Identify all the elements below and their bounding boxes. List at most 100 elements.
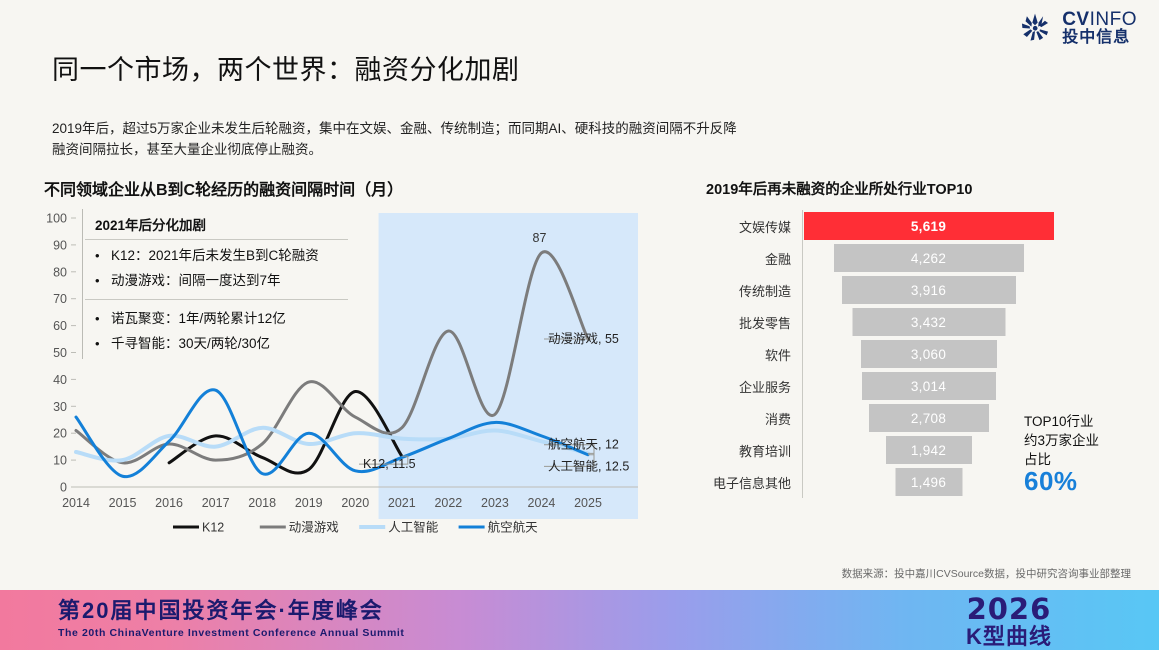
x-tick-label: 2020 <box>341 496 369 510</box>
funnel-category-label: 金融 <box>764 251 791 267</box>
callout-item-text: 千寻智能：30天/两轮/30亿 <box>111 336 271 351</box>
x-tick-label: 2018 <box>248 496 276 510</box>
funnel-bar[interactable]: 3,060 <box>860 340 997 368</box>
y-tick-label: 80 <box>53 265 67 279</box>
legend-label-K12[interactable]: K12 <box>202 521 224 535</box>
data-source-note: 数据来源：投中嘉川CVSource数据，投中研究咨询事业部整理 <box>841 568 1131 580</box>
subtitle-line-1: 2019年后，超过5万家企业未发生后轮融资，集中在文娱、金融、传统制造；而同期A… <box>52 121 737 136</box>
y-tick-label: 100 <box>46 212 67 226</box>
funnel-bar[interactable]: 1,942 <box>885 436 972 464</box>
funnel-bar[interactable]: 1,496 <box>895 468 962 496</box>
y-tick-label: 10 <box>53 454 67 468</box>
legend-label-动漫游戏[interactable]: 动漫游戏 <box>289 521 339 535</box>
funnel-bar[interactable]: 3,916 <box>841 276 1016 304</box>
series-end-label-anime: 动漫游戏, 55 <box>548 332 619 346</box>
funnel-row: 电子信息其他 1,496 <box>706 466 1054 498</box>
funnel-share-percent: 60% <box>1024 466 1078 496</box>
callout-item-text: 动漫游戏：间隔一度达到7年 <box>111 273 281 288</box>
funnel-category-label: 教育培训 <box>738 443 791 459</box>
legend-label-航空航天[interactable]: 航空航天 <box>488 520 539 535</box>
line-series-K12 <box>167 390 404 475</box>
x-tick-label: 2024 <box>528 496 556 510</box>
callout-title: 2021年后分化加剧 <box>85 213 348 240</box>
bullet-icon: • <box>95 273 100 288</box>
callout-item: • 诺瓦聚变：1年/两轮累计12亿 <box>85 303 348 328</box>
conference-theme: K型曲线 <box>966 624 1052 649</box>
line-series-航空航天 <box>74 388 590 479</box>
funnel-row: 消费 2,708 <box>706 402 1054 434</box>
funnel-bar[interactable]: 2,708 <box>868 404 989 432</box>
line-series-人工智能 <box>74 425 590 463</box>
x-tick-label: 2025 <box>574 496 602 510</box>
insight-callout: 2021年后分化加剧 • K12：2021年后未发生B到C轮融资 • 动漫游戏：… <box>82 209 354 359</box>
funnel-bar[interactable]: 3,432 <box>852 308 1005 336</box>
y-tick-label: 40 <box>53 373 67 387</box>
x-tick-label: 2014 <box>62 496 90 510</box>
funnel-category-label: 文娱传媒 <box>738 219 791 235</box>
logo-en-light: INFO <box>1089 9 1137 30</box>
x-tick-label: 2023 <box>481 496 509 510</box>
leader-line <box>544 444 595 456</box>
conference-title-en: The 20th ChinaVenture Investment Confere… <box>58 627 405 639</box>
x-tick-label: 2017 <box>202 496 230 510</box>
logo-en-bold: CV <box>1062 9 1090 30</box>
funnel-track: 5,619 <box>802 210 1054 242</box>
conference-theme-block: 2026 K型曲线 <box>966 595 1052 648</box>
funnel-track: 4,262 <box>802 242 1054 274</box>
funnel-row: 金融 4,262 <box>706 242 1054 274</box>
page-subtitle: 2019年后，超过5万家企业未发生后轮融资，集中在文娱、金融、传统制造；而同期A… <box>52 118 737 160</box>
callout-item: • 动漫游戏：间隔一度达到7年 <box>85 265 348 290</box>
series-end-label-ai: 人工智能, 12.5 <box>548 458 629 473</box>
cvinfo-burst-icon <box>1017 10 1053 46</box>
funnel-note-line-1: TOP10行业 <box>1024 414 1094 429</box>
funnel-category-label: 传统制造 <box>738 283 791 299</box>
line-series-动漫游戏 <box>74 250 590 465</box>
y-tick-label: 0 <box>60 481 67 495</box>
x-tick-label: 2016 <box>155 496 183 510</box>
y-tick-label: 60 <box>53 319 67 333</box>
leader-line <box>359 455 409 465</box>
funnel-bar[interactable]: 3,014 <box>861 372 996 400</box>
funnel-share-note: TOP10行业 约3万家企业 占比 60% <box>1024 412 1154 496</box>
funnel-track: 1,496 <box>802 466 1054 498</box>
right-chart-heading: 2019年后再未融资的企业所处行业TOP10 <box>706 182 973 198</box>
y-tick-label: 90 <box>53 238 67 252</box>
callout-item: • K12：2021年后未发生B到C轮融资 <box>85 240 348 265</box>
funnel-row: 传统制造 3,916 <box>706 274 1054 306</box>
logo-cn: 投中信息 <box>1062 28 1131 46</box>
funnel-row: 教育培训 1,942 <box>706 434 1054 466</box>
funnel-track: 3,432 <box>802 306 1054 338</box>
funnel-track: 3,916 <box>802 274 1054 306</box>
funnel-track: 2,708 <box>802 402 1054 434</box>
y-tick-label: 70 <box>53 292 67 306</box>
bullet-icon: • <box>95 311 100 326</box>
callout-group-2: • 诺瓦聚变：1年/两轮累计12亿 • 千寻智能：30天/两轮/30亿 <box>85 299 348 353</box>
funnel-category-label: 消费 <box>764 411 791 427</box>
legend-label-人工智能[interactable]: 人工智能 <box>388 520 439 535</box>
subtitle-line-2: 融资间隔拉长，甚至大量企业彻底停止融资。 <box>52 142 322 157</box>
bullet-icon: • <box>95 248 100 263</box>
data-point-label: 87 <box>533 231 547 245</box>
callout-group-1: • K12：2021年后未发生B到C轮融资 • 动漫游戏：间隔一度达到7年 <box>85 240 348 290</box>
conference-year: 2026 <box>966 592 1052 626</box>
funnel-bar[interactable]: 5,619 <box>803 212 1054 240</box>
y-tick-label: 30 <box>53 400 67 414</box>
industry-top10-funnel-chart: 文娱传媒 5,619 金融 4,262 传统制造 3,916 批发零售 3,432 软件 3,06… <box>706 210 1054 530</box>
funnel-bar[interactable]: 4,262 <box>833 244 1024 272</box>
conference-title-cn: 第20届中国投资年会·年度峰会 <box>58 598 384 623</box>
funnel-category-label: 批发零售 <box>738 315 791 331</box>
funnel-note-line-3: 占比 <box>1024 452 1051 467</box>
callout-item-text: K12：2021年后未发生B到C轮融资 <box>111 248 319 263</box>
y-tick-label: 20 <box>53 427 67 441</box>
funnel-row: 软件 3,060 <box>706 338 1054 370</box>
funnel-row: 批发零售 3,432 <box>706 306 1054 338</box>
funnel-category-label: 电子信息其他 <box>712 475 791 491</box>
funnel-track: 3,060 <box>802 338 1054 370</box>
funnel-track: 3,014 <box>802 370 1054 402</box>
x-tick-label: 2021 <box>388 496 416 510</box>
series-end-label-k12: K12, 11.5 <box>363 457 416 471</box>
x-tick-label: 2022 <box>434 496 462 510</box>
funnel-category-label: 企业服务 <box>738 379 791 395</box>
conference-title-block: 第20届中国投资年会·年度峰会 The 20th ChinaVenture In… <box>58 598 405 639</box>
funnel-category-label: 软件 <box>764 347 791 363</box>
